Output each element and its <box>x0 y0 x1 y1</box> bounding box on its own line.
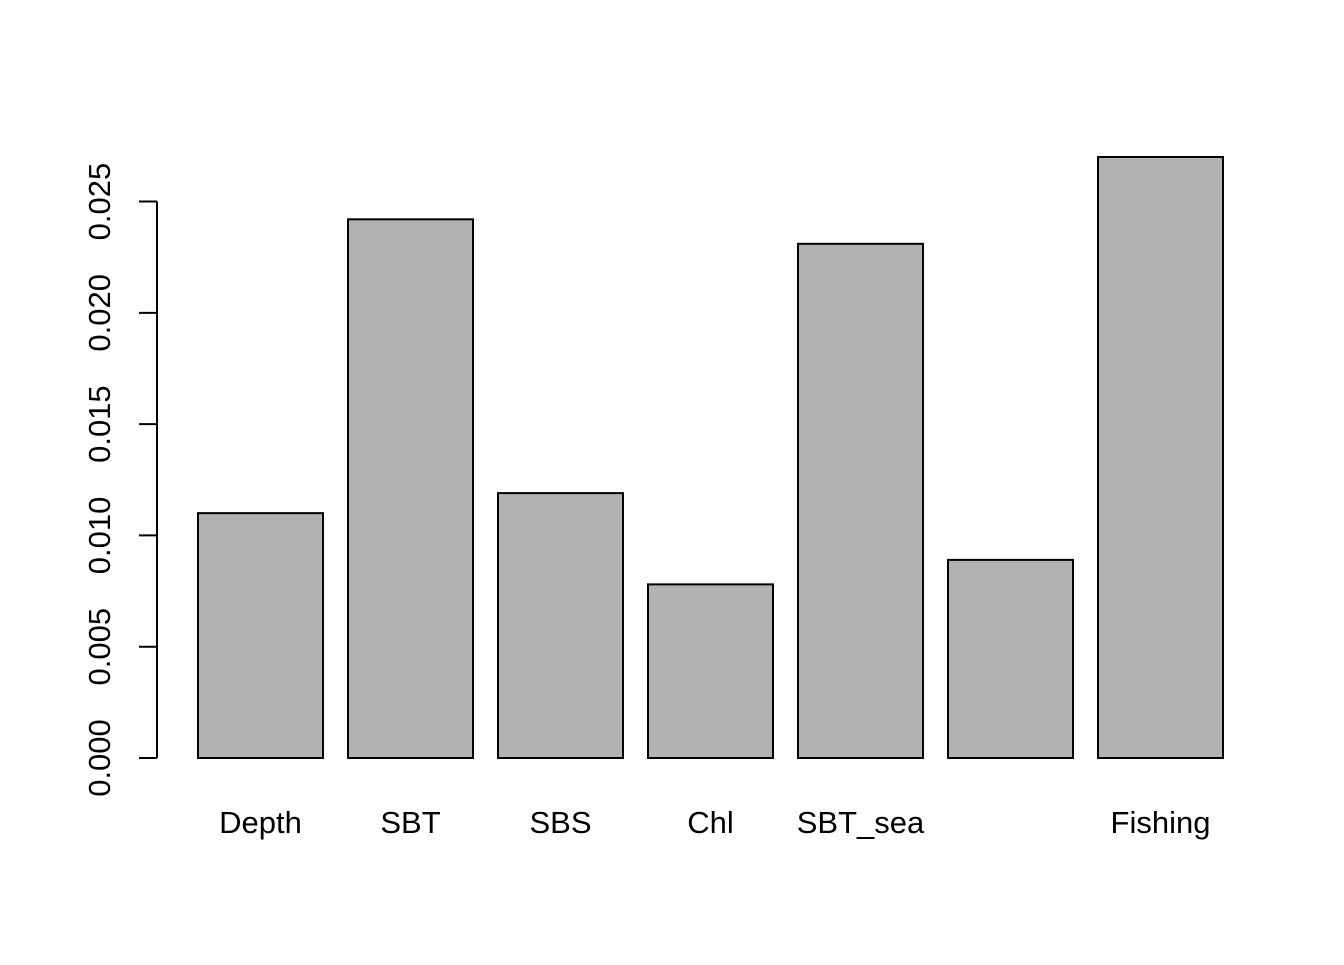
bar-unlabeled-5 <box>947 558 1074 759</box>
y-tick-label: 0.005 <box>82 608 117 686</box>
bar-depth <box>197 512 324 759</box>
bar-sbt <box>347 218 474 759</box>
x-axis-labels: Depth SBT SBS Chl SBT_sea Fishing <box>219 805 1210 840</box>
y-tick-label: 0.000 <box>82 719 117 797</box>
x-tick-label: SBS <box>529 805 591 840</box>
bar-sbt-sea <box>797 242 924 760</box>
y-axis: 0.000 0.005 0.010 0.015 0.020 0.025 <box>82 163 158 797</box>
y-tick-label: 0.020 <box>82 274 117 352</box>
bar-chl <box>647 583 774 760</box>
y-tick-label: 0.010 <box>82 497 117 575</box>
y-tick-label: 0.025 <box>82 163 117 241</box>
bars-layer <box>197 156 1224 760</box>
bar-fishing <box>1097 156 1224 759</box>
bar-sbs <box>497 492 624 759</box>
x-tick-label: Chl <box>687 805 734 840</box>
x-tick-label: Fishing <box>1111 805 1211 840</box>
x-tick-label: SBT <box>380 805 440 840</box>
x-tick-label: SBT_sea <box>797 805 925 840</box>
x-tick-label: Depth <box>219 805 302 840</box>
y-tick-label: 0.015 <box>82 385 117 463</box>
